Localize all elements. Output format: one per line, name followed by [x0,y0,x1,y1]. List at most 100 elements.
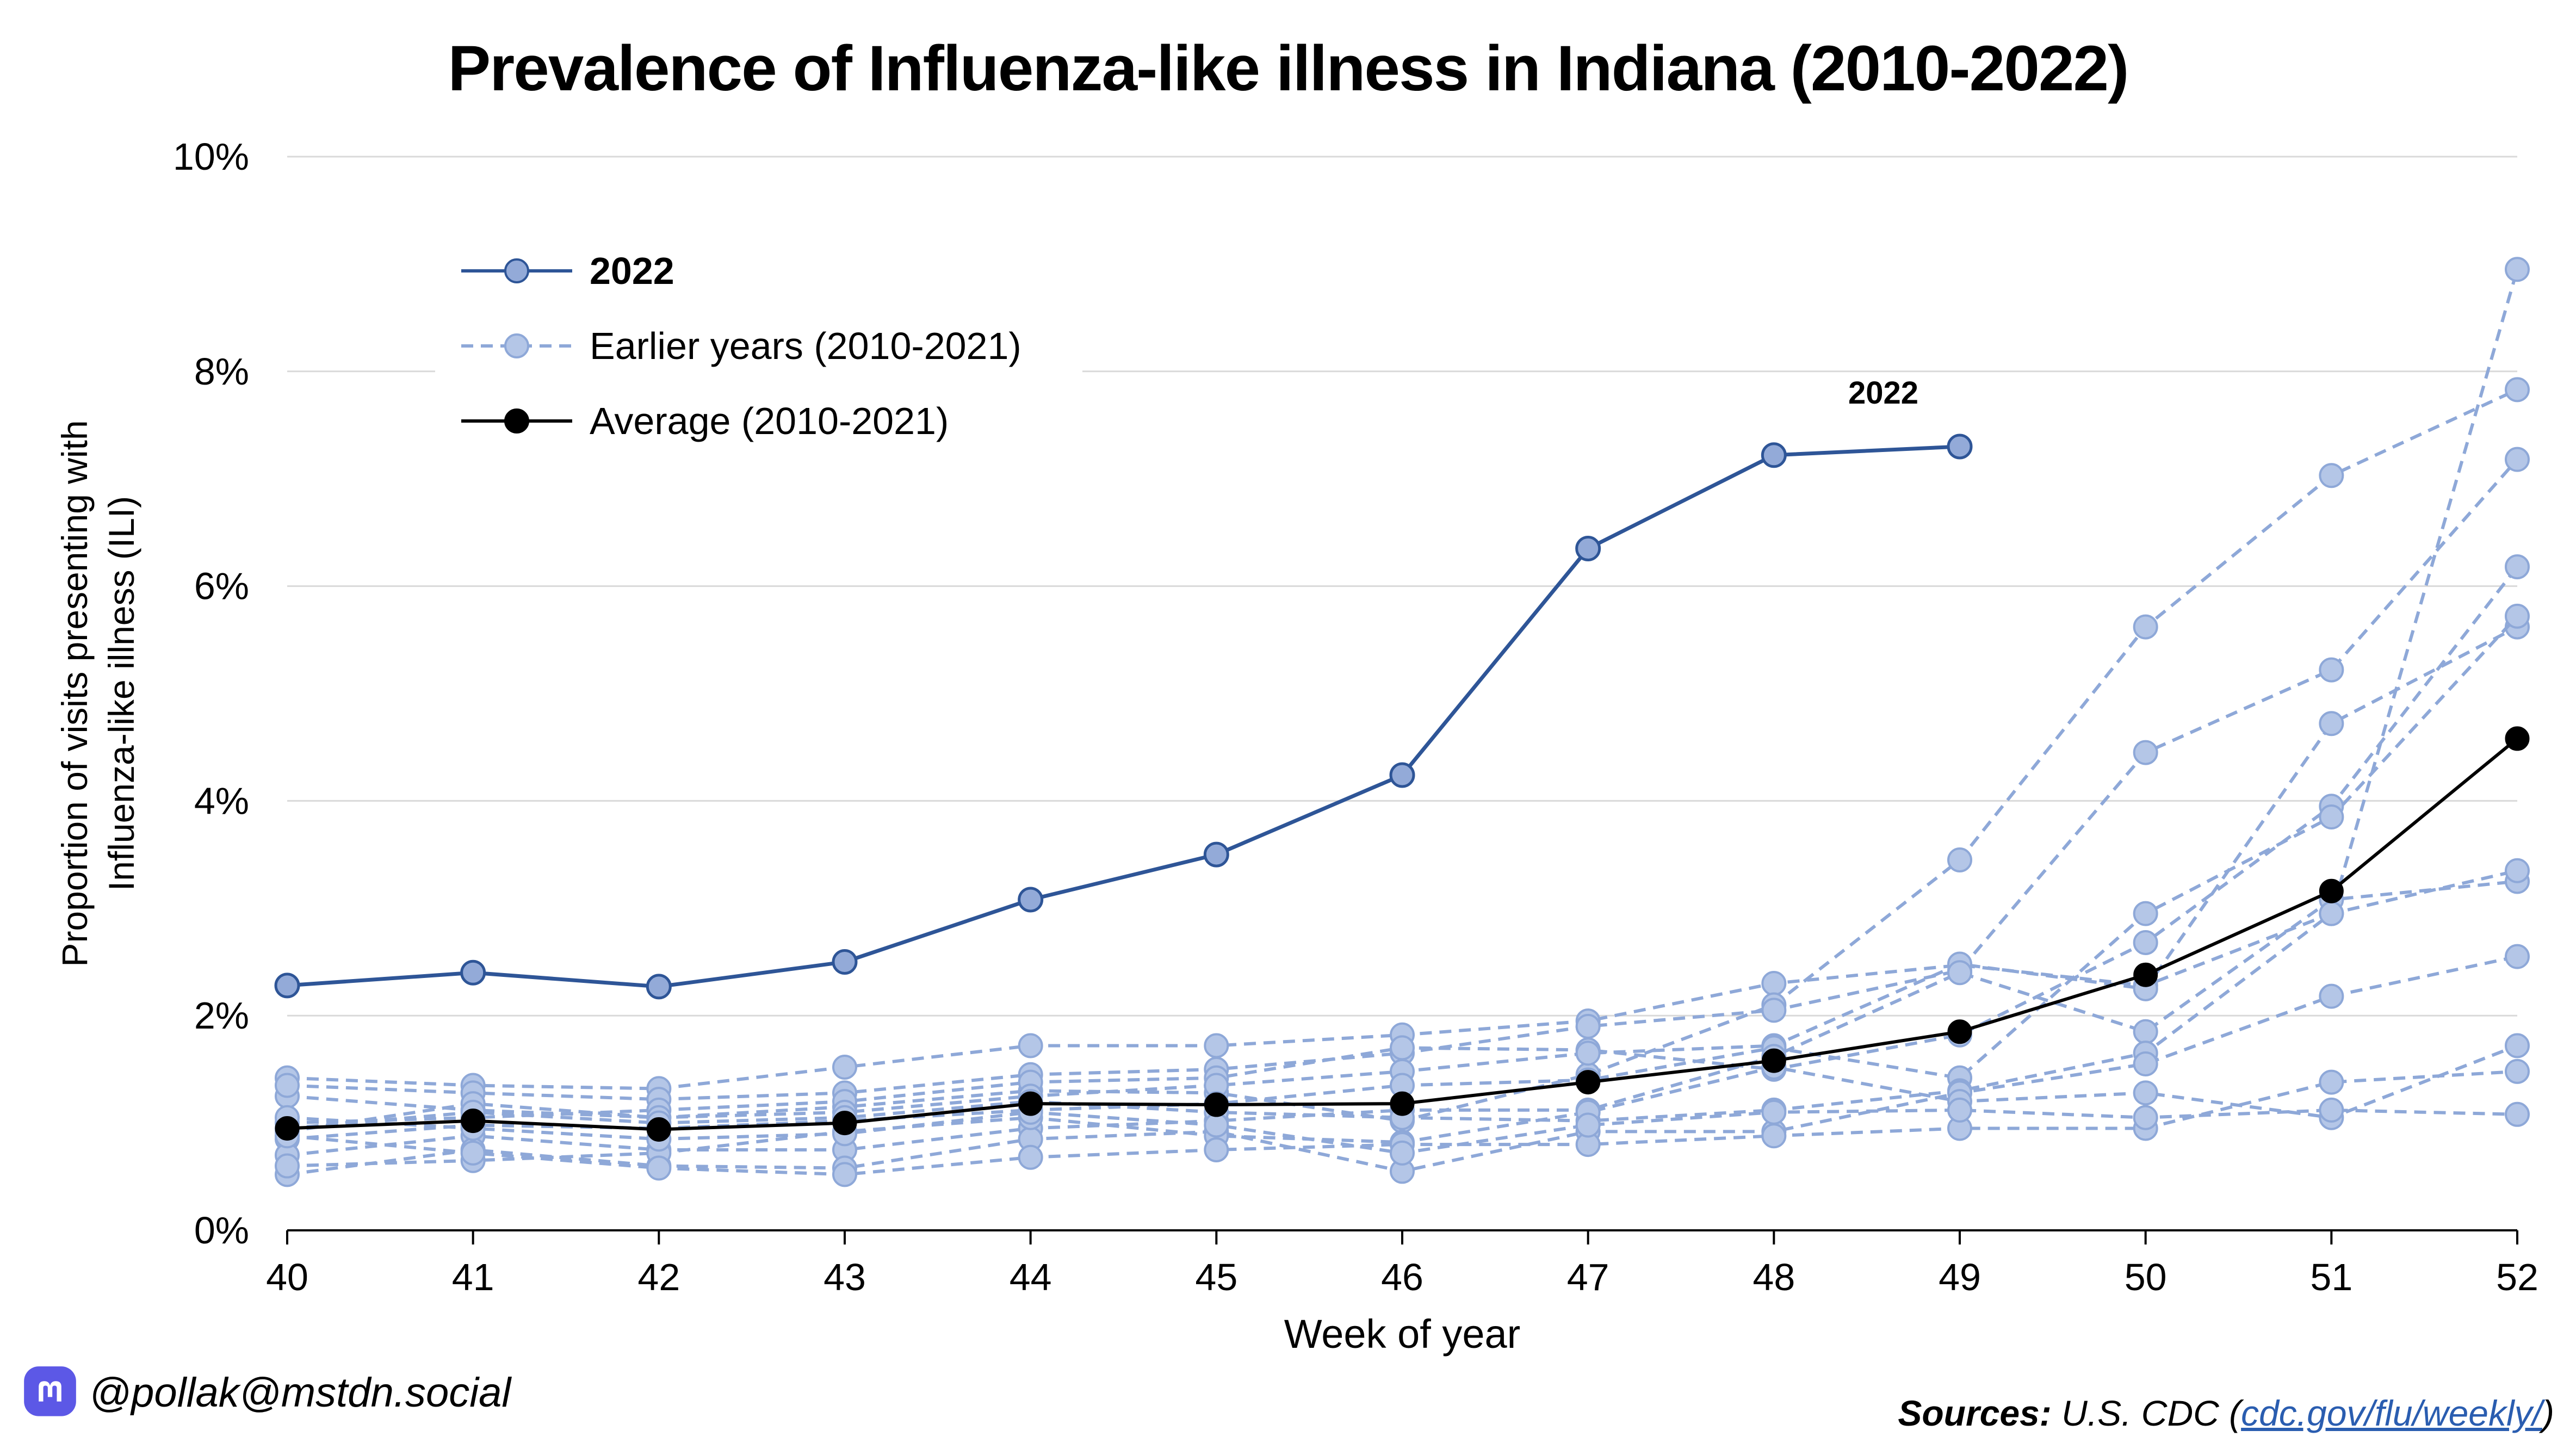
earlier-year-point [2319,983,2344,1009]
series-2022-point [1389,762,1415,788]
x-tick-label: 44 [1010,1256,1052,1298]
earlier-year-point [2319,711,2344,736]
average-point [1576,1070,1601,1095]
earlier-year-point [2505,554,2530,580]
earlier-year-point [2133,901,2158,926]
average [275,726,2530,1142]
mastodon-icon [24,1366,76,1416]
x-tick-label: 51 [2310,1256,2352,1298]
earlier-year-point [2133,1105,2158,1130]
legend-label: 2022 [590,250,674,292]
legend: 2022 Earlier years (2010-2021) Average (20… [435,223,1082,451]
y-axis-label-line-1: Proportion of visits presenting with [54,420,95,967]
series-2022 [274,434,1973,1000]
series-2022-point [1947,434,1973,460]
legend-background [435,223,1082,451]
x-tick-label: 48 [1753,1256,1795,1298]
earlier-year-point [1761,1123,1787,1149]
earlier-year-point [832,1162,857,1187]
legend-marker [504,408,529,434]
earlier-year-point [2319,463,2344,488]
earlier-year-point [2505,257,2530,282]
average-point [2133,962,2158,987]
earlier-year-point [2133,1051,2158,1077]
earlier-year-point [2319,1097,2344,1123]
earlier-year-point [2505,944,2530,969]
x-tick-label: 50 [2125,1256,2167,1298]
annotation-2022: 2022 [1848,375,1918,411]
earlier-year-point [1390,1035,1415,1061]
earlier-year-point [2505,1033,2530,1058]
series-2022-point [832,949,858,975]
y-tick-label: 0% [194,1209,249,1252]
y-tick-label: 8% [194,350,249,393]
y-tick-label: 6% [194,565,249,608]
earlier-year-point [275,1153,300,1179]
earlier-year-point [1204,1137,1229,1162]
sources-text: U.S. CDC ( [2061,1393,2241,1433]
series-2022-point [1761,442,1787,468]
x-tick-label: 47 [1567,1256,1609,1298]
earlier-year-point [1761,1099,1787,1125]
average-point [646,1117,671,1142]
series-2022-point [460,959,486,986]
series-2022-point [1018,887,1044,913]
earlier-year-point [2505,1101,2530,1127]
legend-item: Average (2010-2021) [461,400,949,442]
earlier-year-point [2319,901,2344,926]
earlier-year-point [460,1140,486,1166]
series-2022-point [1203,841,1229,868]
average-point [2319,878,2344,903]
average-point [1204,1092,1229,1117]
average-point [1018,1091,1043,1116]
earlier-year-point [1575,1041,1601,1066]
sources-text-end: ) [2542,1393,2554,1433]
author-handle: @pollak@mstdn.social [22,1360,511,1425]
earlier-year-point [2505,447,2530,472]
earlier-year-point [2133,930,2158,955]
earlier-year-point [2133,740,2158,765]
y-tick-label: 2% [194,994,249,1037]
earlier-year-point [2319,804,2344,830]
average-point [1761,1048,1786,1073]
series-2022-point [646,974,672,1000]
earlier-year-point [2133,1019,2158,1044]
x-tick-label: 40 [266,1256,308,1298]
earlier-year-point [2505,858,2530,883]
x-tick-label: 41 [452,1256,494,1298]
earlier-year-point [1018,1033,1043,1058]
x-tick-label: 45 [1195,1256,1237,1298]
earlier-year-point [1204,1112,1229,1138]
earlier-year-point [646,1155,672,1181]
average-point [832,1111,857,1136]
handle-text: @pollak@mstdn.social [89,1369,511,1416]
sources-link[interactable]: cdc.gov/flu/weekly/ [2241,1393,2543,1433]
earlier-year-point [1761,998,1787,1023]
legend-label: Average (2010-2021) [590,400,949,442]
y-axis-label-line-2: Influenza-like illness (ILI) [101,496,141,891]
earlier-year-point [1575,1112,1601,1138]
y-axis-label: Proportion of visits presenting with Inf… [54,420,141,967]
series-2022 [274,434,1973,1000]
earlier-year-point [1018,1144,1043,1170]
series-2022-line [287,444,1960,989]
earlier-year-point [2133,614,2158,640]
earlier-year-point [275,1073,300,1098]
earlier-year-point [2319,657,2344,683]
series-2022-point [1575,536,1601,562]
x-axis-label: Week of year [1284,1311,1521,1357]
earlier-year-point [1390,1140,1415,1166]
average-point [275,1116,300,1141]
x-tick-label: 43 [823,1256,866,1298]
earlier-year-point [2505,1058,2530,1084]
earlier-year-point [832,1054,857,1080]
earlier-year-line [287,388,2518,1123]
earlier-year-point [2319,1069,2344,1095]
chart-title: Prevalence of Influenza-like illness in … [448,33,2129,104]
earlier-year-point [1947,960,1972,986]
earlier-year-point [1947,1097,1972,1123]
average-point [461,1109,486,1134]
legend-marker [504,333,529,358]
earlier-year-point [2133,1080,2158,1106]
